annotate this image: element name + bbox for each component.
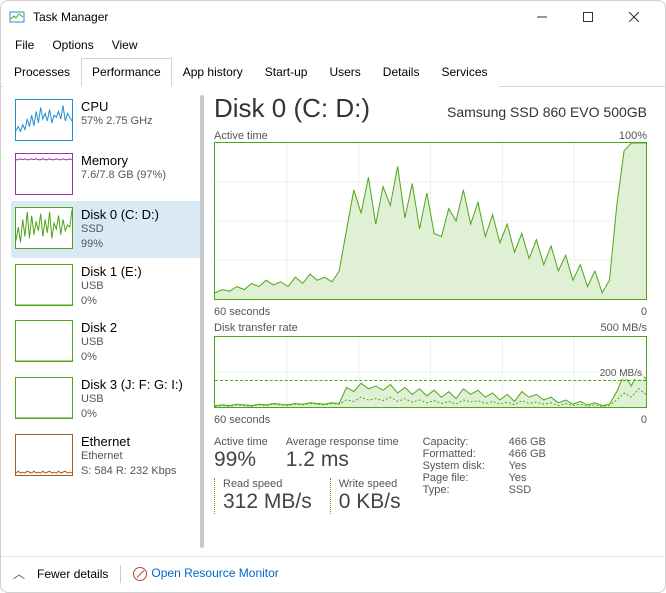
sidebar-item-name: Memory — [81, 153, 166, 168]
sidebar-item-name: Disk 2 — [81, 320, 117, 335]
tab-performance[interactable]: Performance — [81, 58, 172, 87]
avg-response-label: Average response time — [286, 436, 399, 448]
main-panel: Disk 0 (C: D:) Samsung SSD 860 EVO 500GB… — [206, 87, 665, 556]
sidebar-item-4[interactable]: Disk 2USB0% — [11, 314, 202, 371]
footer: ︿ Fewer details Open Resource Monitor — [1, 556, 665, 590]
sidebar-item-2[interactable]: Disk 0 (C: D:)SSD99% — [11, 201, 202, 258]
thumb-icon — [15, 153, 73, 195]
chart2-label-right: 500 MB/s — [601, 322, 647, 334]
write-speed-label: Write speed — [339, 478, 401, 490]
sidebar-item-0[interactable]: CPU57% 2.75 GHz — [11, 93, 202, 147]
chevron-up-icon[interactable]: ︿ — [13, 565, 25, 582]
sidebar-item-name: Disk 3 (J: F: G: I:) — [81, 377, 183, 392]
tab-services[interactable]: Services — [430, 58, 498, 87]
titlebar: Task Manager — [1, 1, 665, 33]
info-row: Capacity:466 GB — [423, 436, 546, 448]
disk-info: Capacity:466 GBFormatted:466 GBSystem di… — [423, 436, 546, 514]
chart1-label-left: Active time — [214, 130, 268, 142]
info-row: Type:SSD — [423, 484, 546, 496]
sidebar-item-sub: USB0% — [81, 279, 142, 309]
thumb-icon — [15, 264, 73, 306]
tabbar: ProcessesPerformanceApp historyStart-upU… — [1, 57, 665, 87]
chart1-axis-right: 0 — [641, 306, 647, 318]
avg-response-value: 1.2 ms — [286, 448, 399, 472]
write-speed-value: 0 KB/s — [339, 490, 401, 514]
fewer-details-link[interactable]: Fewer details — [37, 567, 108, 581]
thumb-icon — [15, 207, 73, 249]
tab-details[interactable]: Details — [372, 58, 431, 87]
menu-file[interactable]: File — [7, 36, 42, 54]
sidebar-item-1[interactable]: Memory7.6/7.8 GB (97%) — [11, 147, 202, 201]
info-row: System disk:Yes — [423, 460, 546, 472]
resource-monitor-link[interactable]: Open Resource Monitor — [133, 566, 278, 581]
sidebar-item-sub: 57% 2.75 GHz — [81, 114, 153, 129]
sidebar-item-sub: 7.6/7.8 GB (97%) — [81, 168, 166, 183]
tab-app-history[interactable]: App history — [172, 58, 254, 87]
thumb-icon — [15, 320, 73, 362]
tab-processes[interactable]: Processes — [3, 58, 81, 87]
sidebar-item-sub: EthernetS: 584 R: 232 Kbps — [81, 449, 176, 479]
close-button[interactable] — [611, 1, 657, 33]
menu-options[interactable]: Options — [44, 36, 101, 54]
menu-view[interactable]: View — [104, 36, 146, 54]
disk-model: Samsung SSD 860 EVO 500GB — [447, 104, 647, 120]
sidebar-item-sub: USB0% — [81, 335, 117, 365]
disk-title: Disk 0 (C: D:) — [214, 93, 370, 124]
resource-monitor-icon — [133, 567, 147, 581]
sidebar-item-sub: USB0% — [81, 392, 183, 422]
minimize-button[interactable] — [519, 1, 565, 33]
window-title: Task Manager — [33, 10, 519, 24]
chart2-axis-right: 0 — [641, 414, 647, 426]
tab-users[interactable]: Users — [318, 58, 371, 87]
app-icon — [9, 9, 25, 25]
tab-start-up[interactable]: Start-up — [254, 58, 319, 87]
info-row: Formatted:466 GB — [423, 448, 546, 460]
thumb-icon — [15, 434, 73, 476]
sidebar-item-name: CPU — [81, 99, 153, 114]
read-speed-value: 312 MB/s — [223, 490, 312, 514]
transfer-rate-chart: 200 MB/s — [214, 336, 647, 408]
sidebar-item-name: Ethernet — [81, 434, 176, 449]
chart2-axis-left: 60 seconds — [214, 414, 270, 426]
thumb-icon — [15, 377, 73, 419]
chart2-label-left: Disk transfer rate — [214, 322, 298, 334]
active-time-value: 99% — [214, 448, 268, 472]
maximize-button[interactable] — [565, 1, 611, 33]
menubar: FileOptionsView — [1, 33, 665, 57]
sidebar-item-6[interactable]: EthernetEthernetS: 584 R: 232 Kbps — [11, 428, 202, 485]
chart1-label-right: 100% — [619, 130, 647, 142]
sidebar-item-5[interactable]: Disk 3 (J: F: G: I:)USB0% — [11, 371, 202, 428]
read-speed-label: Read speed — [223, 478, 312, 490]
divider — [120, 565, 121, 583]
active-time-label: Active time — [214, 436, 268, 448]
sidebar-item-name: Disk 1 (E:) — [81, 264, 142, 279]
info-row: Page file:Yes — [423, 472, 546, 484]
chart1-axis-left: 60 seconds — [214, 306, 270, 318]
sidebar-item-3[interactable]: Disk 1 (E:)USB0% — [11, 258, 202, 315]
sidebar-item-name: Disk 0 (C: D:) — [81, 207, 159, 222]
sidebar: CPU57% 2.75 GHz Memory7.6/7.8 GB (97%) D… — [1, 87, 206, 556]
active-time-chart — [214, 142, 647, 300]
sidebar-item-sub: SSD99% — [81, 222, 159, 252]
thumb-icon — [15, 99, 73, 141]
